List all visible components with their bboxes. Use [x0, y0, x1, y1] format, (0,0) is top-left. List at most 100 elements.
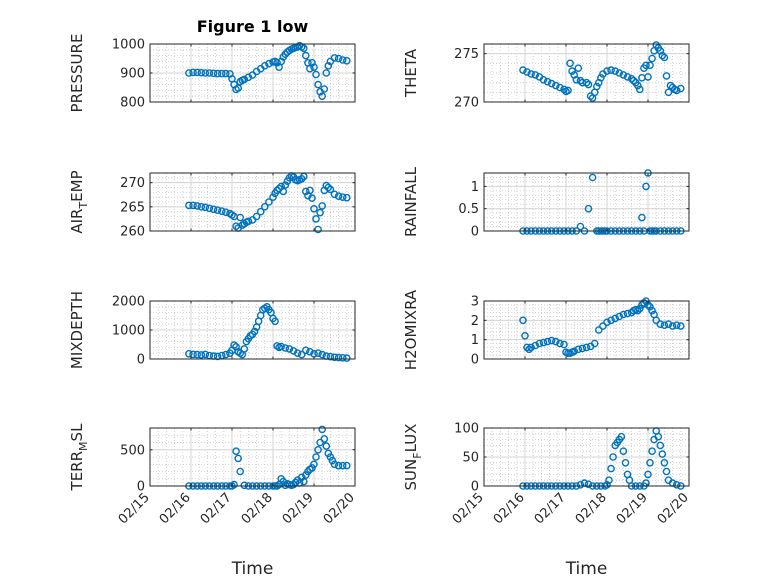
- data-point: [314, 349, 322, 358]
- data-point: [531, 341, 540, 350]
- series-points: [185, 425, 351, 490]
- data-point: [648, 54, 656, 63]
- data-point: [201, 350, 210, 359]
- subplot-mixdepth: 0 1000 2000 MIXDEPTH: [68, 291, 356, 369]
- data-point: [338, 353, 347, 362]
- y-tick-label: 900: [120, 67, 145, 82]
- data-point: [525, 345, 533, 354]
- y-tick-label: 0: [471, 353, 479, 368]
- data-point: [556, 83, 564, 92]
- data-point: [595, 326, 603, 334]
- data-point: [213, 69, 222, 78]
- y-tick-label: 270: [454, 96, 479, 111]
- data-point: [582, 343, 591, 352]
- data-point: [672, 321, 681, 330]
- data-point: [662, 72, 671, 80]
- y-axis-label: MIXDEPTH: [68, 291, 86, 369]
- data-point: [672, 480, 681, 489]
- data-point: [281, 181, 290, 189]
- data-point: [519, 66, 527, 74]
- data-point: [621, 458, 630, 467]
- data-point: [240, 75, 249, 84]
- data-point: [652, 316, 661, 325]
- data-point: [662, 467, 671, 476]
- data-point: [217, 207, 226, 215]
- data-point: [221, 69, 230, 78]
- y-axis-label: H2OMIXRA: [402, 289, 420, 370]
- y-tick-label: 2000: [112, 295, 145, 310]
- chart-title: Figure 1 low: [197, 17, 309, 36]
- data-point: [318, 350, 327, 359]
- data-point: [312, 70, 320, 79]
- data-point: [234, 84, 242, 92]
- data-point: [666, 81, 675, 90]
- data-point: [619, 71, 628, 79]
- data-point: [250, 327, 259, 336]
- data-point: [539, 76, 548, 84]
- data-point: [310, 460, 318, 469]
- data-point: [586, 92, 595, 100]
- series-points: [185, 172, 351, 234]
- data-point: [539, 338, 548, 347]
- data-point: [576, 222, 585, 231]
- data-point: [330, 190, 339, 199]
- data-point: [654, 432, 663, 441]
- data-point: [603, 67, 611, 75]
- data-point: [330, 54, 339, 62]
- data-point: [672, 86, 681, 95]
- data-point: [193, 202, 201, 210]
- data-point: [640, 299, 648, 307]
- data-point: [560, 85, 568, 94]
- data-point: [221, 208, 230, 216]
- data-point: [310, 63, 318, 71]
- data-point: [648, 306, 656, 315]
- data-point: [312, 453, 320, 461]
- data-point: [338, 461, 347, 470]
- y-tick-label: 50: [462, 451, 479, 466]
- data-point: [342, 461, 351, 470]
- data-point: [209, 205, 218, 214]
- data-point: [322, 442, 331, 450]
- data-point: [318, 425, 327, 434]
- data-point: [310, 204, 318, 213]
- y-axis-label: TERRMSL: [68, 423, 90, 492]
- data-point: [324, 183, 333, 192]
- data-point: [205, 69, 214, 77]
- data-point: [584, 204, 593, 213]
- data-point: [582, 78, 591, 87]
- data-point: [636, 304, 644, 313]
- data-point: [609, 453, 617, 461]
- data-point: [232, 447, 240, 456]
- data-point: [617, 432, 626, 441]
- data-point: [607, 316, 615, 325]
- data-point: [306, 347, 314, 356]
- data-point: [301, 51, 310, 60]
- data-point: [597, 74, 605, 82]
- data-point: [277, 57, 286, 66]
- data-point: [293, 349, 302, 358]
- y-tick-label: 100: [454, 422, 479, 437]
- y-tick-label: 0: [137, 480, 145, 495]
- data-point: [334, 461, 343, 470]
- data-point: [535, 339, 544, 348]
- y-tick-label: 500: [120, 443, 145, 458]
- data-point: [334, 192, 343, 200]
- data-point: [607, 464, 615, 473]
- series-points: [185, 302, 351, 362]
- data-point: [338, 193, 347, 201]
- data-point: [193, 68, 201, 77]
- y-axis-label: AIRTEMP: [68, 170, 90, 233]
- data-point: [326, 185, 335, 194]
- data-point: [619, 310, 628, 319]
- data-point: [574, 345, 583, 354]
- data-point: [299, 477, 308, 486]
- data-point: [301, 346, 310, 355]
- data-point: [611, 67, 620, 75]
- data-point: [330, 460, 339, 469]
- data-point: [677, 322, 685, 330]
- data-point: [660, 458, 669, 467]
- data-point: [634, 306, 642, 315]
